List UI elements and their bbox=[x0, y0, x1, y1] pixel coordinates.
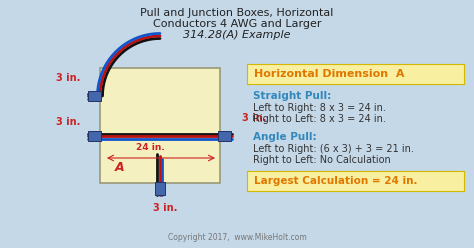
Text: Largest Calculation = 24 in.: Largest Calculation = 24 in. bbox=[254, 176, 418, 186]
Text: Left to Right: (6 x 3) + 3 = 21 in.: Left to Right: (6 x 3) + 3 = 21 in. bbox=[253, 144, 414, 154]
Text: Straight Pull:: Straight Pull: bbox=[253, 91, 331, 101]
FancyBboxPatch shape bbox=[247, 64, 464, 84]
Bar bbox=[100, 68, 220, 183]
Text: Pull and Junction Boxes, Horizontal: Pull and Junction Boxes, Horizontal bbox=[140, 8, 334, 18]
Text: Right to Left: No Calculation: Right to Left: No Calculation bbox=[253, 155, 391, 165]
FancyBboxPatch shape bbox=[89, 91, 101, 101]
Text: Right to Left: 8 x 3 = 24 in.: Right to Left: 8 x 3 = 24 in. bbox=[253, 114, 386, 124]
FancyBboxPatch shape bbox=[155, 182, 165, 194]
Text: Conductors 4 AWG and Larger: Conductors 4 AWG and Larger bbox=[153, 19, 321, 29]
Text: Left to Right: 8 x 3 = 24 in.: Left to Right: 8 x 3 = 24 in. bbox=[253, 103, 386, 113]
Text: 314.28(A) Example: 314.28(A) Example bbox=[183, 30, 291, 40]
Text: Copyright 2017,  www.MikeHolt.com: Copyright 2017, www.MikeHolt.com bbox=[168, 233, 306, 242]
FancyBboxPatch shape bbox=[247, 171, 464, 191]
Text: 3 in.: 3 in. bbox=[55, 117, 80, 127]
FancyBboxPatch shape bbox=[89, 131, 101, 141]
FancyBboxPatch shape bbox=[219, 131, 231, 141]
Text: 24 in.: 24 in. bbox=[136, 143, 164, 152]
Text: Angle Pull:: Angle Pull: bbox=[253, 132, 317, 142]
Text: 3 in.: 3 in. bbox=[55, 73, 80, 83]
Text: 3 in.: 3 in. bbox=[153, 203, 177, 213]
Text: A: A bbox=[115, 161, 125, 174]
Text: Horizontal Dimension  A: Horizontal Dimension A bbox=[254, 69, 404, 79]
Text: 3 in.: 3 in. bbox=[242, 113, 266, 123]
